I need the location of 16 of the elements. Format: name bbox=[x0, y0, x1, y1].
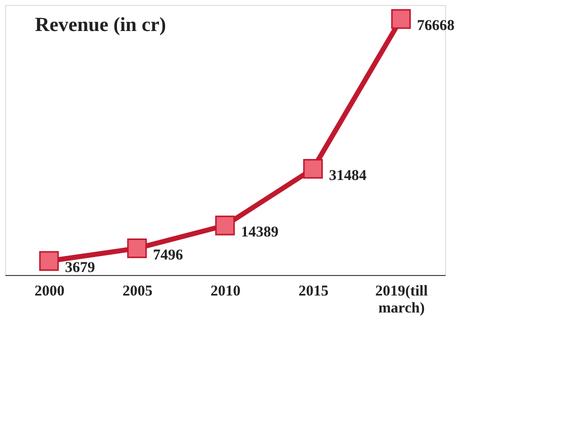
x-tick-label: 2015 bbox=[298, 284, 328, 300]
x-tick-label: 2005 bbox=[122, 284, 152, 300]
point bbox=[127, 238, 147, 258]
x-tick-label: 2019(till march) bbox=[375, 284, 428, 316]
data-label: 3679 bbox=[65, 260, 95, 276]
point bbox=[391, 9, 411, 29]
data-label: 76668 bbox=[417, 18, 454, 34]
point bbox=[215, 216, 235, 236]
point bbox=[39, 251, 59, 271]
x-tick-label: 2000 bbox=[34, 284, 64, 300]
chart-title: Revenue (in cr) bbox=[35, 14, 166, 36]
data-label: 31484 bbox=[329, 168, 367, 184]
data-label: 7496 bbox=[153, 247, 184, 264]
point bbox=[303, 158, 323, 179]
x-tick-label: 2010 bbox=[210, 284, 240, 300]
data-label: 14389 bbox=[241, 224, 278, 240]
